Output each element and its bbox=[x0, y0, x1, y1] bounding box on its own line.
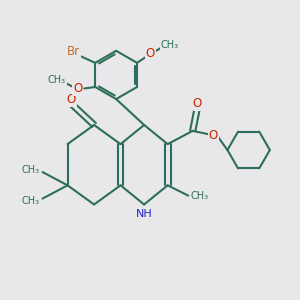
Text: O: O bbox=[209, 129, 218, 142]
Text: O: O bbox=[73, 82, 83, 95]
Text: CH₃: CH₃ bbox=[160, 40, 178, 50]
Text: NH: NH bbox=[136, 209, 152, 219]
Text: CH₃: CH₃ bbox=[48, 75, 66, 85]
Text: CH₃: CH₃ bbox=[21, 165, 39, 175]
Text: CH₃: CH₃ bbox=[21, 196, 39, 206]
Text: O: O bbox=[193, 97, 202, 110]
Text: CH₃: CH₃ bbox=[190, 190, 208, 201]
Text: O: O bbox=[146, 46, 155, 60]
Text: Br: Br bbox=[67, 45, 80, 58]
Text: O: O bbox=[67, 93, 76, 106]
